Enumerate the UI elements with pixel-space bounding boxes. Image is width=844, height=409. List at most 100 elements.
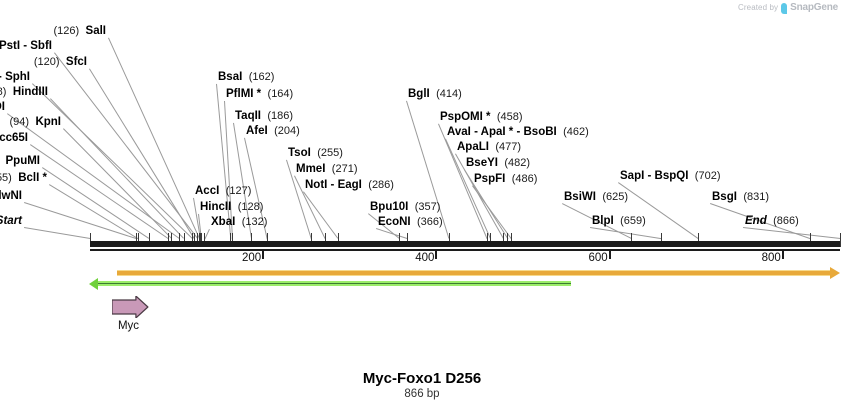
enzyme-name: AlwNI	[0, 190, 22, 202]
ruler-tick	[262, 251, 265, 259]
enzyme-name: XbaI	[211, 216, 236, 228]
enzyme-position: (357)	[414, 201, 441, 213]
enzyme-label-taqii[interactable]: TaqII (186)	[235, 110, 293, 122]
green-arrow-head-icon	[89, 278, 98, 290]
enzyme-label-acci[interactable]: AccI (127)	[195, 185, 251, 197]
restriction-site-tick	[267, 233, 268, 247]
restriction-site-tick	[511, 233, 512, 247]
enzyme-label-pflmi[interactable]: PflMI * (164)	[226, 88, 293, 100]
enzyme-name: BglI	[408, 88, 430, 100]
enzyme-label-pspfi[interactable]: PspFI (486)	[474, 173, 537, 185]
enzyme-label-clai[interactable]: (103) ClaI - BspDI	[0, 101, 5, 113]
enzyme-label-alwni[interactable]: (53) AlwNI	[0, 190, 22, 202]
enzyme-position: (204)	[274, 125, 300, 137]
enzyme-name: Start	[0, 215, 22, 227]
enzyme-position: (702)	[694, 170, 721, 182]
watermark-prefix: Created by	[738, 3, 779, 12]
enzyme-name: End	[745, 215, 767, 227]
restriction-site-tick	[194, 233, 195, 247]
restriction-site-tick	[168, 233, 169, 247]
enzyme-label-bseyi[interactable]: BseYI (482)	[466, 157, 530, 169]
enzyme-position: (108)	[0, 86, 7, 98]
enzyme-name: BsiWI	[564, 191, 596, 203]
green-feature-arrow[interactable]	[98, 281, 571, 286]
restriction-site-tick	[204, 233, 205, 247]
sequence-end-tick	[90, 233, 91, 247]
enzyme-name: NotI - EagI	[305, 179, 362, 191]
restriction-site-tick	[399, 233, 400, 247]
restriction-site-tick	[503, 233, 504, 247]
enzyme-label-mmei[interactable]: MmeI (271)	[296, 163, 357, 175]
enzyme-label-bpu10i[interactable]: Bpu10I (357)	[370, 201, 440, 213]
enzyme-position: (625)	[602, 191, 629, 203]
enzyme-name: BclI *	[18, 172, 47, 184]
enzyme-position: (94)	[9, 116, 30, 128]
enzyme-label-blpi[interactable]: BlpI (659)	[592, 215, 646, 227]
leader-line	[445, 138, 492, 239]
enzyme-name: TsoI	[288, 147, 311, 159]
ruler-tick-label: 600	[588, 252, 608, 264]
myc-feature-arrow[interactable]	[111, 295, 149, 322]
enzyme-name: ApaLI	[457, 141, 489, 153]
enzyme-label-tsoi[interactable]: TsoI (255)	[288, 147, 343, 159]
restriction-site-tick	[449, 233, 450, 247]
enzyme-label-afei[interactable]: AfeI (204)	[246, 125, 300, 137]
ruler-tick	[781, 251, 784, 259]
leader-line	[204, 229, 210, 240]
enzyme-label-bsiwi[interactable]: BsiWI (625)	[564, 191, 628, 203]
enzyme-position: (458)	[496, 111, 523, 123]
enzyme-name: TaqII	[235, 110, 261, 122]
restriction-site-tick	[487, 233, 488, 247]
enzyme-position: (271)	[331, 163, 358, 175]
enzyme-position: (462)	[563, 126, 589, 138]
enzyme-label-end[interactable]: End (866)	[745, 215, 799, 227]
ruler-tick-label: 400	[415, 252, 435, 264]
enzyme-label-acc65i[interactable]: (90) Acc65I	[0, 132, 28, 144]
enzyme-label-noti[interactable]: NotI - EagI (286)	[305, 179, 394, 191]
ruler-tick	[608, 251, 611, 259]
enzyme-label-bgli[interactable]: BglI (414)	[408, 88, 462, 100]
enzyme-label-bcli[interactable]: (55) BclI *	[0, 172, 47, 184]
sequence-backbone	[90, 241, 840, 247]
enzyme-label-kpni[interactable]: (94) KpnI	[9, 116, 61, 128]
enzyme-label-avai[interactable]: AvaI - ApaI * - BsoBI (462)	[447, 126, 589, 138]
restriction-site-tick	[631, 233, 632, 247]
orange-feature-arrow[interactable]	[116, 270, 831, 276]
enzyme-position: (186)	[267, 110, 294, 122]
orange-arrow-head-icon	[830, 267, 840, 279]
enzyme-label-xbai[interactable]: XbaI (132)	[211, 216, 267, 228]
enzyme-label-ppumi[interactable]: (68) PpuMI	[0, 155, 41, 167]
enzyme-name: BseYI	[466, 157, 498, 169]
enzyme-label-bsgi[interactable]: BsgI (831)	[712, 191, 769, 203]
enzyme-name: PflMI *	[226, 88, 262, 100]
restriction-site-tick	[661, 233, 662, 247]
enzyme-name: AfeI	[246, 125, 268, 137]
snapgene-logo-icon	[781, 3, 788, 14]
restriction-site-tick	[490, 233, 491, 247]
restriction-site-tick	[184, 233, 185, 247]
enzyme-label-sfci[interactable]: (120) SfcI	[34, 56, 87, 68]
enzyme-name: ClaI - BspDI	[0, 101, 5, 113]
enzyme-name: NspI - SphI	[0, 71, 30, 83]
enzyme-name: SapI - BspQI	[620, 170, 689, 182]
enzyme-label-psti[interactable]: (124) PstI - SbfI	[0, 40, 52, 52]
restriction-site-tick	[325, 233, 326, 247]
enzyme-position: (866)	[773, 215, 799, 227]
enzyme-label-sapi[interactable]: SapI - BspQI (702)	[620, 170, 720, 182]
enzyme-label-bsai[interactable]: BsaI (162)	[218, 71, 274, 83]
enzyme-position: (286)	[368, 179, 394, 191]
enzyme-label-econi[interactable]: EcoNI (366)	[378, 216, 443, 228]
enzyme-label-hindiii[interactable]: (108) HindIII	[0, 86, 48, 98]
enzyme-label-hincii[interactable]: HincII (128)	[200, 201, 263, 213]
enzyme-position: (486)	[511, 173, 538, 185]
enzyme-label-start[interactable]: (0) Start	[0, 215, 22, 227]
enzyme-label-apali[interactable]: ApaLI (477)	[457, 141, 521, 153]
enzyme-label-sali[interactable]: (126) SalI	[53, 25, 106, 37]
restriction-site-tick	[197, 233, 198, 247]
enzyme-position: (126)	[53, 25, 80, 37]
enzyme-name: Acc65I	[0, 132, 28, 144]
enzyme-label-pspomi[interactable]: PspOMI * (458)	[440, 111, 523, 123]
enzyme-label-nspi[interactable]: (118) NspI - SphI	[0, 71, 30, 83]
restriction-site-tick	[171, 233, 172, 247]
